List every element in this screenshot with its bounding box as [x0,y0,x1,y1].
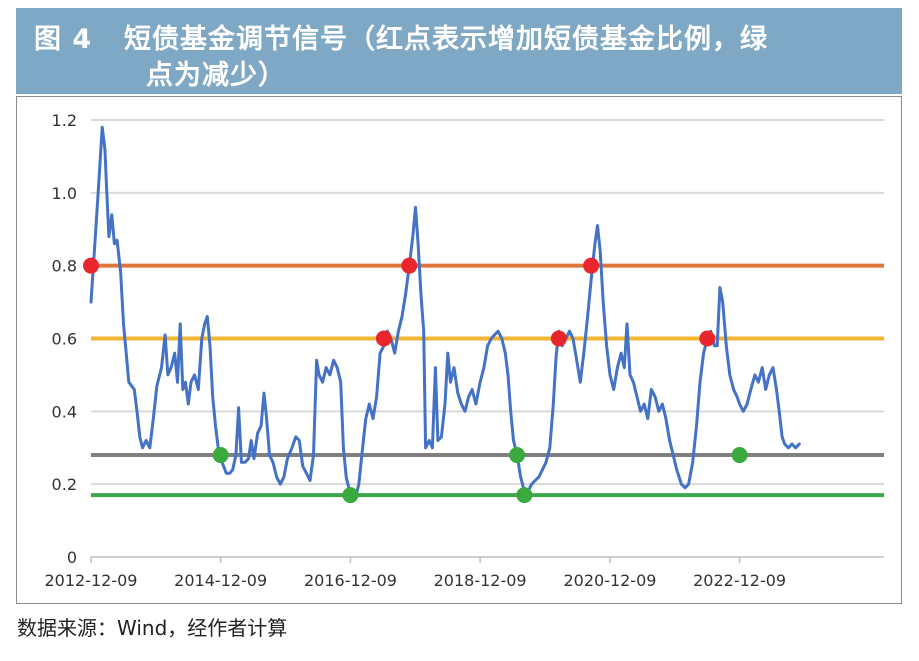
figure-title-line-1: 图 4 短债基金调节信号（红点表示增加短债基金比例，绿 [34,22,882,58]
figure-title-text: 短债基金调节信号（红点表示增加短债基金比例，绿 [124,24,768,55]
red-dot-1 [375,330,392,347]
figure-title-line-2: 点为减少） [146,60,286,91]
x-tick-label-5: 2022-12-09 [693,571,786,590]
green-dot-2 [509,447,526,464]
green-dot-0 [212,447,229,464]
y-tick-label-6: 1.2 [52,111,77,130]
axes [90,556,884,563]
source-note: 数据来源：Wind，经作者计算 [17,616,288,640]
y-tick-label-4: 0.8 [52,257,77,276]
x-tick-label-0: 2012-12-09 [45,571,138,590]
x-tick-label-3: 2018-12-09 [434,571,527,590]
green-dot-1 [342,487,359,504]
green-dot-3 [516,487,533,504]
series-line-0 [89,125,801,501]
red-dot-0 [83,257,99,274]
x-tick-label-4: 2020-12-09 [563,571,656,590]
figure-number: 图 4 [34,24,93,55]
y-tick-label-5: 1.0 [52,184,77,203]
y-tick-label-3: 0.6 [52,330,77,349]
series-layer [89,125,801,501]
x-tick-label-1: 2014-12-09 [174,571,267,590]
y-tick-label-1: 0.2 [52,475,77,494]
x-tick-label-2: 2016-12-09 [304,571,397,590]
red-dot-3 [550,330,567,347]
y-tick-label-2: 0.4 [52,402,77,421]
figure-header: 图 4 短债基金调节信号（红点表示增加短债基金比例，绿 点为减少） [16,8,902,94]
tick-labels: 0 0.2 0.4 0.6 0.8 1.0 1.2 2012-12-09 2014-12-09 2… [45,111,787,590]
signal-dots [83,257,748,504]
red-dot-5 [699,330,716,347]
grid-lines [91,119,884,486]
red-dot-2 [401,257,418,274]
y-tick-label-0: 0 [67,548,77,567]
green-dot-4 [731,447,748,464]
red-dot-4 [583,257,600,274]
